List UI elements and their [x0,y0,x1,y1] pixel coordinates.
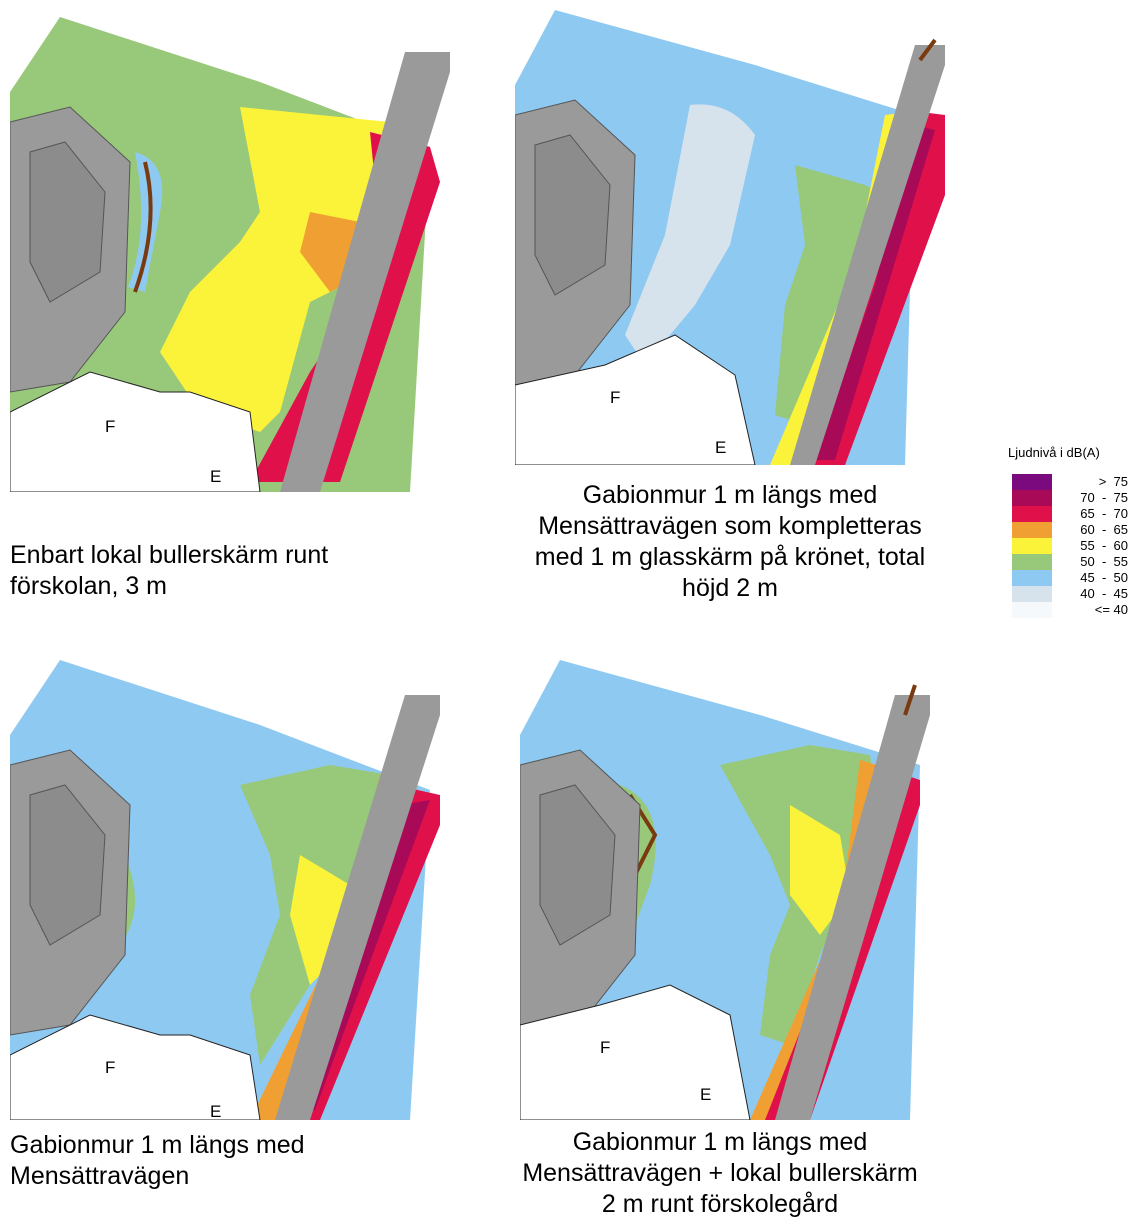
legend-swatch [1012,602,1052,618]
legend-row: 40 - 45 [1008,586,1130,602]
legend-label: 60 - 65 [1058,523,1128,537]
legend-swatch [1012,570,1052,586]
caption-line: förskolan, 3 m [10,571,430,602]
legend-row: 45 - 50 [1008,570,1130,586]
noise-map-svg: F E [10,655,440,1120]
legend-row: 55 - 60 [1008,538,1130,554]
legend-row: > 75 [1008,474,1130,490]
caption-line: Enbart lokal bullerskärm runt [10,540,430,571]
legend-swatch [1012,538,1052,554]
caption-line: Mensättravägen [10,1161,430,1192]
noise-map-bottom-left: F E [10,655,440,1120]
caption-line: 2 m runt förskolegård [470,1189,970,1220]
label-e: E [210,467,221,486]
caption-line: Gabionmur 1 m längs med [470,1127,970,1158]
caption-top-right: Gabionmur 1 m längs med Mensättravägen s… [480,480,980,604]
label-f: F [105,1058,115,1077]
caption-line: Mensättravägen + lokal bullerskärm [470,1158,970,1189]
label-e: E [210,1102,221,1120]
legend-label: 40 - 45 [1058,587,1128,601]
legend-label: > 75 [1058,475,1128,489]
legend-label: 55 - 60 [1058,539,1128,553]
legend-swatch [1012,490,1052,506]
noise-map-svg: F E [515,5,955,465]
noise-map-top-right: F E [515,5,955,465]
caption-line: med 1 m glasskärm på krönet, total [480,542,980,573]
caption-bottom-left: Gabionmur 1 m längs med Mensättravägen [10,1130,430,1192]
caption-top-left: Enbart lokal bullerskärm runt förskolan,… [10,540,430,602]
legend-row: 50 - 55 [1008,554,1130,570]
noise-map-svg: F E [10,12,450,492]
noise-map-svg: F E [520,655,940,1120]
legend-swatch [1012,506,1052,522]
caption-bottom-right: Gabionmur 1 m längs med Mensättravägen +… [470,1127,970,1220]
legend-label: 65 - 70 [1058,507,1128,521]
noise-map-bottom-right: F E [520,655,940,1120]
legend-row: 70 - 75 [1008,490,1130,506]
legend-label: 45 - 50 [1058,571,1128,585]
legend-swatch [1012,474,1052,490]
legend-label: 50 - 55 [1058,555,1128,569]
label-f: F [105,417,115,436]
caption-line: Gabionmur 1 m längs med [480,480,980,511]
legend-row: 65 - 70 [1008,506,1130,522]
caption-line: Gabionmur 1 m längs med [10,1130,430,1161]
legend-title: Ljudnivå i dB(A) [1008,445,1130,460]
label-f: F [610,388,620,407]
noise-legend: Ljudnivå i dB(A) > 75 70 - 75 65 - 70 60 - … [1008,445,1130,618]
noise-map-top-left: F E [10,12,450,492]
label-e: E [715,438,726,457]
legend-label: 70 - 75 [1058,491,1128,505]
label-e: E [700,1085,711,1104]
caption-line: höjd 2 m [480,573,980,604]
legend-swatch [1012,522,1052,538]
caption-line: Mensättravägen som kompletteras [480,511,980,542]
label-f: F [600,1038,610,1057]
legend-label: <= 40 [1058,603,1128,617]
legend-swatch [1012,586,1052,602]
legend-swatch [1012,554,1052,570]
legend-row: 60 - 65 [1008,522,1130,538]
legend-row: <= 40 [1008,602,1130,618]
